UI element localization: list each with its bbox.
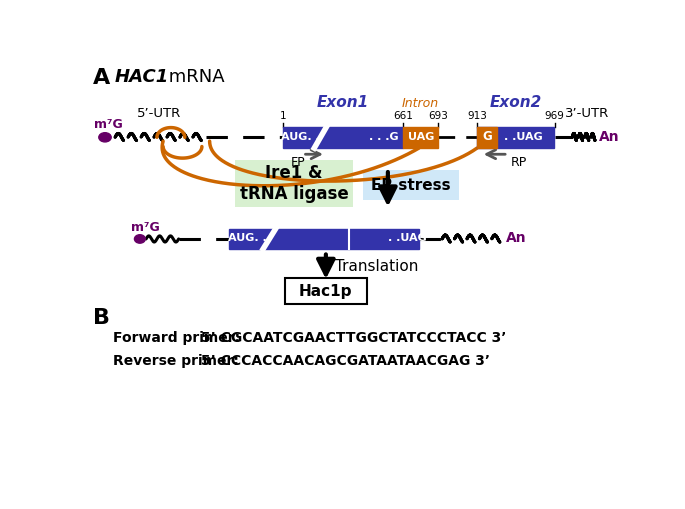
Bar <box>477 127 497 148</box>
Text: mRNA: mRNA <box>163 68 225 86</box>
Text: 5’ CGCAATCGAACTTGGCTATCCCTACC 3’: 5’ CGCAATCGAACTTGGCTATCCCTACC 3’ <box>197 331 507 345</box>
Text: 5’-UTR: 5’-UTR <box>137 107 182 120</box>
Text: UAG: UAG <box>408 131 434 142</box>
Text: . .UAG: . .UAG <box>504 131 543 142</box>
Text: m⁷G: m⁷G <box>131 220 160 234</box>
Text: Translation: Translation <box>335 259 419 274</box>
Text: AUG. .: AUG. . <box>228 233 267 243</box>
Text: Hac1p: Hac1p <box>299 284 353 299</box>
Text: ER stress: ER stress <box>371 178 451 192</box>
Text: 661: 661 <box>393 111 413 121</box>
Bar <box>477 127 554 148</box>
Text: 5’ CCCACCAACAGCGATAATAACGAG 3’: 5’ CCCACCAACAGCGATAATAACGAG 3’ <box>197 354 490 369</box>
Text: An: An <box>599 129 619 144</box>
Text: 3’-UTR: 3’-UTR <box>565 107 609 120</box>
Text: 913: 913 <box>467 111 487 121</box>
Text: Reverse primer:: Reverse primer: <box>113 354 238 369</box>
Text: HAC1: HAC1 <box>115 68 169 86</box>
Text: 1: 1 <box>280 111 286 121</box>
Text: G: G <box>482 130 492 143</box>
FancyBboxPatch shape <box>285 278 367 304</box>
Text: 693: 693 <box>428 111 448 121</box>
Text: Exon1: Exon1 <box>316 95 369 109</box>
Bar <box>284 127 403 148</box>
FancyBboxPatch shape <box>363 169 459 201</box>
FancyBboxPatch shape <box>235 160 353 207</box>
Text: Forward primer:: Forward primer: <box>113 331 240 345</box>
Text: Ire1 &
tRNA ligase: Ire1 & tRNA ligase <box>240 164 349 203</box>
Text: 969: 969 <box>545 111 564 121</box>
Text: Intron: Intron <box>402 97 439 109</box>
Text: An: An <box>506 231 526 245</box>
Bar <box>403 127 438 148</box>
Text: B: B <box>93 308 110 328</box>
Text: A: A <box>93 68 110 88</box>
Text: . . .G: . . .G <box>369 131 399 142</box>
Ellipse shape <box>99 133 111 142</box>
Text: AUG. .: AUG. . <box>281 131 320 142</box>
Ellipse shape <box>134 235 145 243</box>
Text: . .UAG: . .UAG <box>388 233 427 243</box>
Text: m⁷G: m⁷G <box>94 118 123 131</box>
Text: FP: FP <box>291 156 306 169</box>
Text: Exon2: Exon2 <box>490 95 542 109</box>
Bar <box>229 229 419 249</box>
Text: RP: RP <box>510 156 527 169</box>
